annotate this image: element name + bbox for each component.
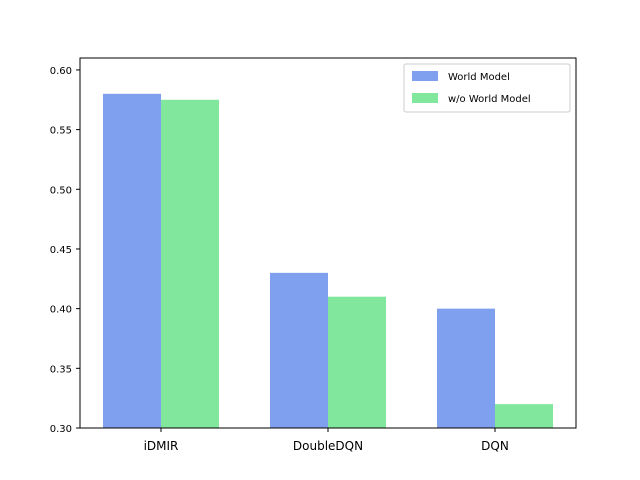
legend-box — [403, 63, 571, 113]
y-tick-label: 0.30 — [50, 424, 72, 435]
bar-doubledqn-series-2 — [328, 296, 386, 428]
x-tick-label: DoubleDQN — [293, 439, 363, 453]
y-tick-label: 0.50 — [50, 185, 72, 196]
bar-dqn-series-1 — [437, 308, 495, 428]
x-axis: iDMIR DoubleDQN DQN — [144, 428, 509, 453]
x-tick-label: iDMIR — [144, 439, 179, 453]
y-tick-label: 0.35 — [50, 364, 72, 375]
bar-idmir-series-1 — [103, 93, 161, 428]
y-axis: 0.30 0.35 0.40 0.45 0.50 0.55 0.60 — [50, 66, 80, 435]
bar-dqn-series-2 — [495, 404, 553, 428]
x-tick-label: DQN — [481, 439, 509, 453]
bars-layer — [103, 93, 553, 428]
plot-frame — [79, 57, 577, 429]
y-tick-label: 0.60 — [50, 66, 72, 77]
legend-label-series-2: w/o World Model — [448, 94, 531, 105]
bar-idmir-series-2 — [161, 99, 219, 428]
y-tick-label: 0.45 — [50, 245, 72, 256]
legend-swatch-series-2 — [412, 93, 438, 103]
y-tick-label: 0.40 — [50, 305, 72, 316]
bar-doubledqn-series-1 — [270, 272, 328, 428]
legend-label-series-1: World Model — [448, 72, 510, 83]
legend-swatch-series-1 — [412, 71, 438, 81]
legend: World Model w/o World Model — [403, 63, 571, 113]
y-tick-label: 0.55 — [50, 126, 72, 137]
